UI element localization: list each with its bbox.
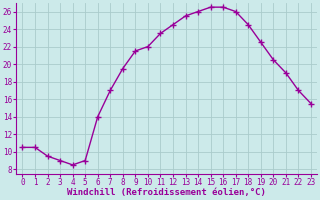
X-axis label: Windchill (Refroidissement éolien,°C): Windchill (Refroidissement éolien,°C)	[67, 188, 266, 197]
